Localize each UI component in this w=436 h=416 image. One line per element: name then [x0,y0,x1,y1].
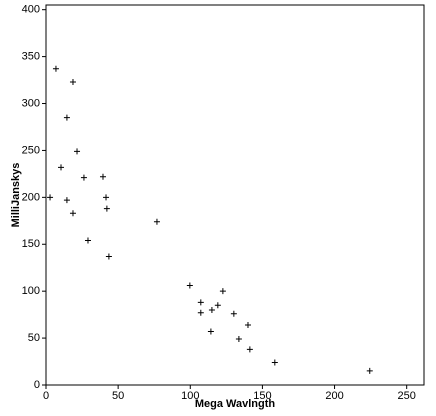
x-tick-label: 250 [398,390,416,402]
plot-frame [45,4,425,386]
y-tick-label: 50 [28,332,40,344]
data-point [214,302,221,309]
data-point [271,359,278,366]
data-point [208,306,215,313]
data-point [105,253,112,260]
data-point [219,288,226,295]
data-point [153,218,160,225]
y-tick-label: 300 [22,97,40,109]
y-tick-label: 100 [22,285,40,297]
data-point [69,210,76,217]
data-point [230,310,237,317]
y-tick-label: 200 [22,191,40,203]
data-point [47,194,54,201]
data-point [246,346,253,353]
data-point [244,321,251,328]
y-tick-label: 350 [22,51,40,63]
x-tick-label: 100 [181,390,199,402]
x-tick-label: 0 [43,390,49,402]
data-point [80,174,87,181]
y-tick-label: 0 [34,379,40,391]
data-point [69,78,76,85]
data-point [197,299,204,306]
data-point [207,328,214,335]
y-tick-label: 150 [22,238,40,250]
x-tick-label: 50 [112,390,124,402]
x-tick-label: 150 [253,390,271,402]
x-tick-label: 200 [325,390,343,402]
y-tick-label: 250 [22,144,40,156]
data-point [103,194,110,201]
data-point [99,173,106,180]
data-point [58,164,65,171]
data-point [63,197,70,204]
y-axis-title: MilliJanskys [10,163,22,228]
data-point [74,148,81,155]
data-point [366,367,373,374]
y-tick-label: 400 [22,4,40,16]
x-axis-title: Mega Wavlngth [195,398,276,410]
data-point [103,205,110,212]
data-point [63,114,70,121]
data-point [84,237,91,244]
data-point [197,309,204,316]
data-point [186,282,193,289]
data-point [235,336,242,343]
data-point [52,65,59,72]
